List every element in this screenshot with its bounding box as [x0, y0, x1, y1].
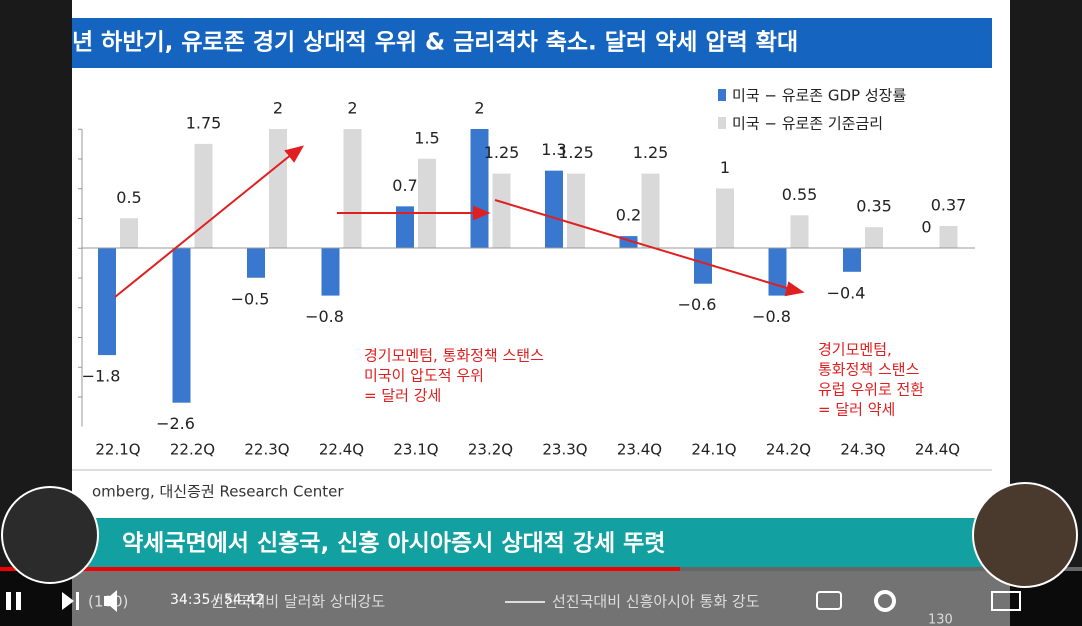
- bar: [641, 173, 660, 248]
- player-controls: [6, 590, 1021, 612]
- x-tick-label: 22.1Q: [95, 441, 140, 459]
- annotation: 유럽 우위로 전환: [818, 381, 924, 399]
- x-tick-label: 22.2Q: [170, 441, 215, 459]
- banner: 약세국면에서 신흥국, 신흥 아시아증시 상대적 강세 뚜렷: [122, 531, 665, 557]
- data-label: 0.5: [116, 188, 141, 207]
- data-label: 0.35: [856, 197, 892, 216]
- data-label: 0.7: [392, 176, 417, 195]
- source: omberg, 대신증권 Research Center: [92, 483, 344, 501]
- data-label: 1.5: [414, 128, 439, 147]
- x-tick-label: 24.4Q: [915, 441, 960, 459]
- bar: [619, 236, 638, 248]
- annotation: 통화정책 스탠스: [818, 361, 920, 379]
- data-label: −0.6: [678, 295, 717, 314]
- volume-button[interactable]: [104, 590, 117, 612]
- next-legend: 130: [928, 613, 953, 626]
- annotation: 미국이 압도적 우위: [364, 367, 484, 385]
- data-label: −1.8: [82, 367, 121, 386]
- next-button[interactable]: [62, 592, 74, 610]
- bar: [247, 248, 265, 278]
- arrows: [114, 145, 805, 298]
- annotation: = 달러 약세: [818, 401, 895, 419]
- player-time: 34:35 / 54:42: [170, 592, 264, 608]
- data-label: −2.6: [156, 414, 195, 433]
- headline-bar: [72, 18, 992, 68]
- bar: [545, 170, 563, 248]
- x-tick-label: 24.2Q: [766, 441, 811, 459]
- progress: [0, 567, 680, 571]
- player-bar: [0, 568, 1082, 626]
- chart: 22.1Q −1.8 0.5 22.2Q −2.6 1.75 22.3Q −0.5 2 22.4Q…: [78, 87, 975, 459]
- data-label: 2: [474, 99, 484, 118]
- data-label: 0: [921, 218, 931, 237]
- data-label: 1.25: [558, 143, 594, 162]
- data-label: 0.37: [931, 195, 967, 214]
- bar: [492, 173, 511, 248]
- data-label: −0.8: [752, 307, 791, 326]
- legend-swatch: [718, 89, 726, 101]
- bar: [790, 215, 809, 248]
- data-label: 1: [720, 158, 730, 177]
- x-tick-label: 23.1Q: [393, 441, 438, 459]
- data-label: −0.5: [231, 289, 270, 308]
- next-legend: 선진국대비 달러화 상대강도: [210, 593, 385, 611]
- legend-label: 미국 − 유로존 기준금리: [732, 115, 883, 133]
- data-label: 1.25: [633, 143, 669, 162]
- webcam-right: [972, 482, 1078, 588]
- x-tick-label: 24.1Q: [691, 441, 736, 459]
- bar: [939, 225, 958, 248]
- data-label: 2: [273, 99, 283, 118]
- settings-button[interactable]: [874, 590, 896, 612]
- next-button[interactable]: [76, 592, 79, 610]
- bar: [120, 218, 138, 248]
- pause-button[interactable]: [16, 592, 21, 610]
- legend-swatch: [718, 117, 726, 129]
- bar: [172, 248, 191, 403]
- bar: [396, 206, 414, 248]
- theater-button[interactable]: [991, 591, 1021, 611]
- bar: [269, 129, 287, 248]
- data-label: 1.25: [484, 143, 520, 162]
- data-label: 0.55: [782, 185, 818, 204]
- data-label: −0.8: [305, 307, 344, 326]
- bar: [768, 248, 787, 296]
- banner-bar: [72, 518, 1010, 568]
- next-legend: 선진국대비 신흥아시아 통화 강도: [552, 593, 760, 611]
- bar: [843, 248, 861, 272]
- bar: [567, 173, 585, 248]
- annotation: 경기모멘텀,: [818, 341, 892, 359]
- x-tick-label: 22.4Q: [319, 441, 364, 459]
- bar: [418, 158, 436, 248]
- bar: [321, 248, 340, 296]
- bar: [865, 227, 883, 248]
- headline: 년 하반기, 유로존 경기 상대적 우위 & 금리격차 축소. 달러 약세 압력…: [72, 30, 798, 56]
- annotation: = 달러 강세: [364, 387, 441, 405]
- x-tick-label: 23.2Q: [468, 441, 513, 459]
- data-label: 2: [347, 99, 357, 118]
- bar: [716, 188, 734, 248]
- data-label: 0.2: [616, 206, 641, 225]
- bar: [343, 129, 362, 248]
- data-label: 1.3: [541, 140, 566, 159]
- data-label: 1.75: [186, 113, 222, 132]
- x-tick-label: 23.3Q: [542, 441, 587, 459]
- x-tick-label: 22.3Q: [244, 441, 289, 459]
- x-tick-label: 23.4Q: [617, 441, 662, 459]
- bar: [194, 143, 213, 248]
- x-tick-label: 24.3Q: [840, 441, 885, 459]
- annotation: 경기모멘텀, 통화정책 스탠스: [364, 347, 544, 365]
- bar: [694, 248, 712, 284]
- subtitles-button[interactable]: [816, 591, 842, 610]
- bar: [98, 248, 116, 356]
- legend-label: 미국 − 유로존 GDP 성장률: [732, 87, 906, 105]
- pause-button[interactable]: [6, 592, 11, 610]
- webcam-left: [1, 486, 99, 584]
- data-label: −0.4: [827, 283, 866, 302]
